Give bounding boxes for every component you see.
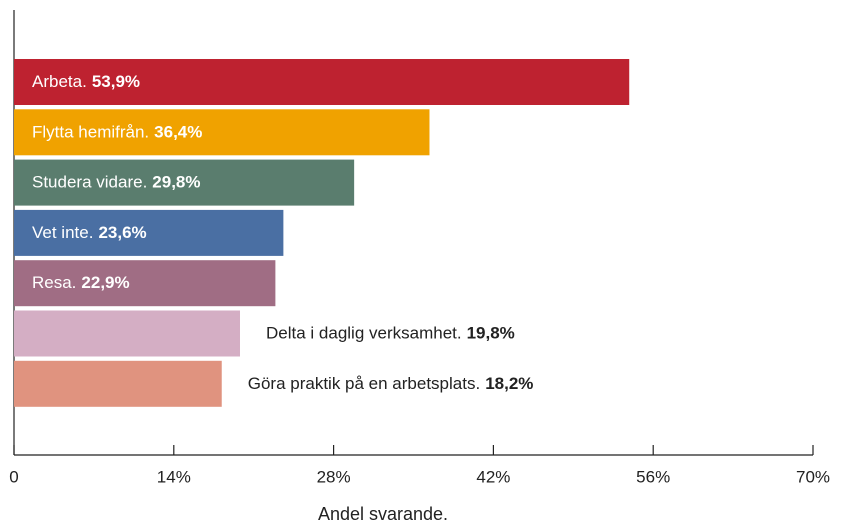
bar [14, 109, 430, 156]
x-tick-label: 56% [636, 467, 670, 486]
bar-label: Delta i daglig verksamhet. 19,8% [266, 324, 515, 343]
x-axis-title: Andel svarande. [318, 504, 448, 524]
bar [14, 310, 241, 357]
category-label: Resa. [32, 274, 76, 293]
bar [14, 260, 276, 307]
bar-label: Resa. 22,9% [32, 274, 130, 293]
value-label: 18,2% [485, 374, 533, 393]
category-label: Studera vidare. [32, 173, 147, 192]
bar [14, 159, 355, 206]
category-label: Arbeta. [32, 72, 87, 91]
value-label: 19,8% [467, 324, 515, 343]
bar-label: Göra praktik på en arbetsplats. 18,2% [248, 374, 534, 393]
x-tick-label: 14% [157, 467, 191, 486]
bar [14, 360, 222, 407]
x-tick-label: 70% [796, 467, 830, 486]
x-tick-label: 42% [476, 467, 510, 486]
bar-label: Flytta hemifrån. 36,4% [32, 123, 202, 142]
value-label: 23,6% [98, 223, 146, 242]
bar [14, 59, 630, 105]
value-label: 53,9% [92, 72, 140, 91]
value-label: 22,9% [81, 274, 129, 293]
category-label: Delta i daglig verksamhet. [266, 324, 462, 343]
category-label: Flytta hemifrån. [32, 123, 149, 142]
bar-label: Studera vidare. 29,8% [32, 173, 201, 192]
value-label: 29,8% [152, 173, 200, 192]
category-label: Vet inte. [32, 223, 93, 242]
bar-label: Arbeta. 53,9% [32, 72, 140, 91]
value-label: 36,4% [154, 123, 202, 142]
bar [14, 209, 284, 256]
category-label: Göra praktik på en arbetsplats. [248, 374, 480, 393]
bar-label: Vet inte. 23,6% [32, 223, 147, 242]
x-tick-label: 0 [9, 467, 18, 486]
x-tick-label: 28% [317, 467, 351, 486]
